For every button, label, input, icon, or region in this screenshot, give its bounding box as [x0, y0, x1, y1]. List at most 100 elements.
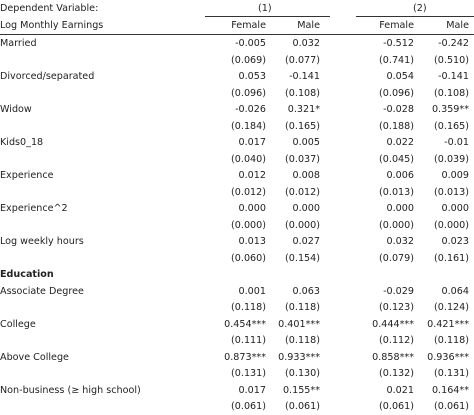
coefficient-cell: 0.000 [292, 203, 320, 214]
standard-error-cell: (0.061) [285, 401, 320, 412]
standard-error-cell: (0.045) [379, 153, 414, 165]
coefficient-cell: 0.032 [292, 38, 320, 49]
coefficient-cell: 0.444*** [372, 318, 414, 330]
row-label: Associate Degree [0, 285, 84, 297]
coefficient-cell: -0.028 [383, 104, 414, 115]
standard-error-cell: (0.108) [285, 87, 320, 99]
coefficient-cell: 0.000 [441, 203, 469, 214]
coefficient-cell: -0.141 [438, 71, 469, 82]
standard-error-cell: (0.077) [285, 54, 320, 66]
coefficient-cell: 0.421*** [427, 318, 469, 330]
standard-error-cell: (0.161) [434, 252, 469, 264]
coefficient-cell: -0.005 [235, 38, 266, 49]
standard-error-cell: (0.012) [231, 186, 266, 198]
coefficient-cell: 0.005 [292, 137, 320, 148]
row-label: Experience^2 [0, 203, 68, 214]
coefficient-cell: -0.242 [438, 38, 469, 49]
standard-error-cell: (0.188) [379, 120, 414, 132]
coefficient-cell: 0.063 [292, 285, 320, 297]
column-header-female-2: Female [379, 20, 414, 31]
coefficient-cell: 0.936*** [427, 351, 469, 363]
standard-error-cell: (0.118) [285, 302, 320, 313]
header-rule [0, 34, 474, 35]
standard-error-cell: (0.131) [434, 368, 469, 379]
row-label: Above College [0, 351, 69, 363]
model-2-underline [356, 16, 474, 17]
standard-error-cell: (0.061) [379, 401, 414, 412]
standard-error-cell: (0.124) [434, 302, 469, 313]
coefficient-cell: 0.017 [238, 384, 266, 396]
standard-error-cell: (0.037) [285, 153, 320, 165]
coefficient-cell: 0.359** [431, 104, 469, 115]
column-header-female-1: Female [231, 20, 266, 31]
model-2-header: (2) [413, 3, 427, 14]
coefficient-cell: -0.141 [289, 71, 320, 82]
coefficient-cell: 0.858*** [372, 351, 414, 363]
standard-error-cell: (0.069) [231, 54, 266, 66]
row-label: Widow [0, 104, 32, 115]
coefficient-cell: 0.012 [238, 170, 266, 181]
model-1-underline [205, 16, 330, 17]
standard-error-cell: (0.000) [285, 219, 320, 231]
standard-error-cell: (0.184) [231, 120, 266, 132]
coefficient-cell: 0.054 [386, 71, 414, 82]
coefficient-cell: 0.401*** [278, 318, 320, 330]
standard-error-cell: (0.510) [434, 54, 469, 66]
coefficient-cell: 0.053 [238, 71, 266, 82]
standard-error-cell: (0.039) [434, 153, 469, 165]
coefficient-cell: 0.933*** [278, 351, 320, 363]
standard-error-cell: (0.060) [231, 252, 266, 264]
standard-error-cell: (0.013) [434, 186, 469, 198]
coefficient-cell: 0.321* [287, 104, 320, 115]
standard-error-cell: (0.013) [379, 186, 414, 198]
standard-error-cell: (0.061) [434, 401, 469, 412]
coefficient-cell: 0.454*** [224, 318, 266, 330]
standard-error-cell: (0.165) [434, 120, 469, 132]
standard-error-cell: (0.118) [434, 335, 469, 346]
standard-error-cell: (0.130) [285, 368, 320, 379]
coefficient-cell: 0.164** [431, 384, 469, 396]
coefficient-cell: 0.023 [441, 236, 469, 247]
row-label: Married [0, 38, 37, 49]
row-label: Log weekly hours [0, 236, 84, 247]
standard-error-cell: (0.000) [434, 219, 469, 231]
coefficient-cell: -0.026 [235, 104, 266, 115]
coefficient-cell: -0.512 [383, 38, 414, 49]
row-label: Non-business (≥ high school) [0, 384, 141, 396]
coefficient-cell: 0.013 [238, 236, 266, 247]
standard-error-cell: (0.154) [285, 252, 320, 264]
standard-error-cell: (0.131) [231, 368, 266, 379]
row-label: Kids0_18 [0, 137, 44, 148]
coefficient-cell: 0.008 [292, 170, 320, 181]
coefficient-cell: 0.017 [238, 137, 266, 148]
coefficient-cell: 0.000 [238, 203, 266, 214]
standard-error-cell: (0.096) [379, 87, 414, 99]
coefficient-cell: 0.064 [441, 285, 469, 297]
standard-error-cell: (0.079) [379, 252, 414, 264]
coefficient-cell: 0.032 [386, 236, 414, 247]
standard-error-cell: (0.123) [379, 302, 414, 313]
coefficient-cell: 0.009 [441, 170, 469, 181]
standard-error-cell: (0.132) [379, 368, 414, 379]
standard-error-cell: (0.061) [231, 401, 266, 412]
coefficient-cell: 0.022 [386, 137, 414, 148]
dependent-variable-label: Dependent Variable: [0, 3, 99, 14]
standard-error-cell: (0.741) [379, 54, 414, 66]
standard-error-cell: (0.111) [231, 335, 266, 346]
coefficient-cell: 0.006 [386, 170, 414, 181]
standard-error-cell: (0.000) [379, 219, 414, 231]
coefficient-cell: -0.01 [444, 137, 469, 148]
standard-error-cell: (0.096) [231, 87, 266, 99]
standard-error-cell: (0.012) [285, 186, 320, 198]
section-heading: Education [0, 269, 54, 280]
column-header-male-2: Male [446, 20, 469, 31]
model-1-header: (1) [258, 3, 272, 14]
row-label: College [0, 318, 36, 330]
standard-error-cell: (0.108) [434, 87, 469, 99]
standard-error-cell: (0.118) [285, 335, 320, 346]
coefficient-cell: 0.873*** [224, 351, 266, 363]
standard-error-cell: (0.000) [231, 219, 266, 231]
column-header-male-1: Male [297, 20, 320, 31]
coefficient-cell: 0.027 [292, 236, 320, 247]
standard-error-cell: (0.112) [379, 335, 414, 346]
